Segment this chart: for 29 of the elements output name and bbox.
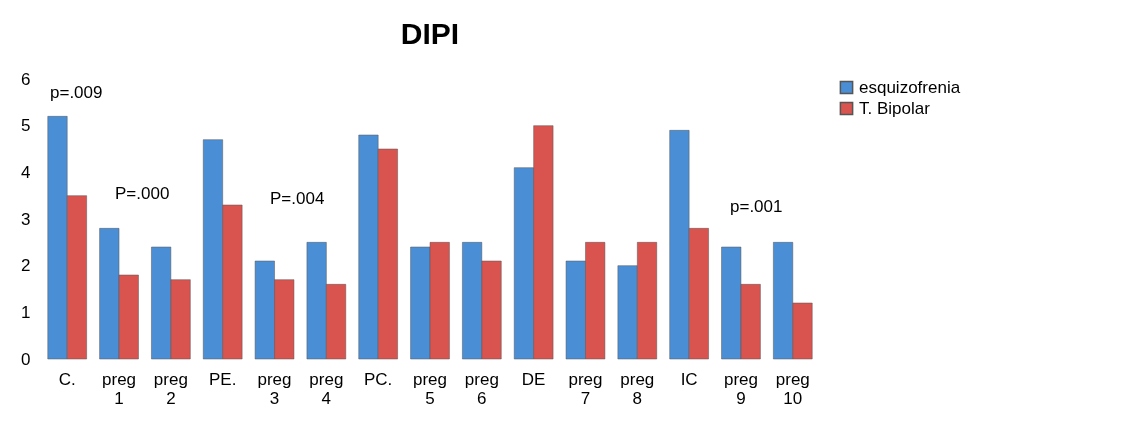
x-tick-label: IC [680, 369, 698, 389]
y-tick-label: 5 [21, 116, 31, 136]
y-tick-label: 3 [21, 209, 31, 229]
annotation: p=.001 [730, 197, 783, 216]
x-tick-label: preg 1 [102, 369, 137, 408]
annotation: p=.009 [50, 83, 103, 102]
y-tick-label: 2 [21, 256, 31, 276]
x-tick-label: PE. [208, 369, 237, 389]
x-tick-label: DE [521, 369, 546, 389]
annotation: P=.004 [270, 189, 325, 208]
x-tick-label: PC. [364, 369, 393, 389]
x-tick-label: preg 4 [309, 369, 344, 408]
x-tick-label: preg 9 [723, 369, 758, 408]
y-tick-label: 0 [21, 349, 31, 369]
legend-label: esquizofrenia [859, 77, 961, 97]
x-tick-label: preg 10 [775, 369, 810, 408]
chart-title: DIPI [400, 17, 460, 50]
annotation: P=.000 [115, 184, 170, 203]
x-tick-label: preg 5 [412, 369, 448, 408]
x-tick-label: preg 7 [568, 369, 603, 408]
y-tick-label: 1 [21, 302, 31, 322]
x-tick-label: preg 8 [620, 369, 655, 408]
x-tick-label: preg 2 [153, 369, 188, 408]
y-tick-label: 4 [21, 162, 31, 182]
y-tick-label: 6 [21, 69, 31, 89]
legend-label: T. Bipolar [859, 98, 931, 118]
x-tick-label: preg 3 [257, 369, 292, 408]
x-tick-label: preg 6 [464, 369, 499, 408]
x-tick-label: C. [58, 369, 76, 389]
